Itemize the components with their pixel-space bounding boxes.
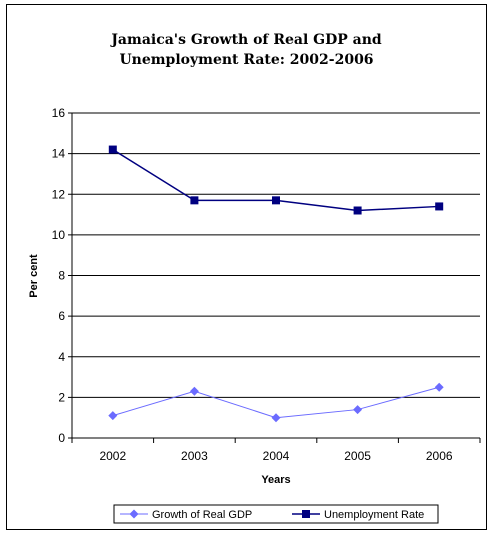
y-tick-label-14: 14	[52, 147, 66, 161]
legend-marker-1	[302, 510, 310, 518]
chart-title: Jamaica's Growth of Real GDP and Unemplo…	[0, 30, 493, 70]
y-tick-label-0: 0	[58, 431, 65, 445]
chart-frame	[6, 4, 487, 530]
y-tick-label-10: 10	[52, 228, 66, 242]
x-axis-label: Years	[261, 474, 290, 486]
y-tick-label-4: 4	[58, 350, 65, 364]
y-tick-label-6: 6	[58, 309, 65, 323]
data-point-0-2003	[189, 386, 199, 396]
data-point-1-2004	[272, 196, 280, 205]
data-point-0-2004	[271, 413, 281, 423]
y-tick-label-8: 8	[58, 269, 65, 283]
legend-label-1: Unemployment Rate	[324, 509, 424, 521]
y-tick-label-16: 16	[52, 106, 66, 120]
data-point-1-2005	[353, 206, 362, 215]
data-point-1-2003	[190, 196, 199, 205]
x-tick-label-2004: 2004	[263, 449, 290, 463]
legend-box	[113, 504, 439, 524]
x-tick-label-2003: 2003	[181, 449, 208, 463]
x-tick-label-2005: 2005	[344, 449, 371, 463]
y-axis-label: Per cent	[28, 254, 40, 298]
x-tick-label-2006: 2006	[426, 449, 453, 463]
chart-title-line-1: Jamaica's Growth of Real GDP and	[111, 32, 382, 48]
legend: Growth of Real GDP Unemployment Rate	[113, 504, 439, 524]
data-point-0-2005	[353, 405, 363, 415]
data-point-0-2002	[108, 411, 118, 421]
data-point-1-2002	[108, 145, 117, 154]
x-tick-label-2002: 2002	[99, 449, 126, 463]
legend-label-0: Growth of Real GDP	[152, 509, 252, 521]
chart-title-line-2: Unemployment Rate: 2002-2006	[119, 52, 374, 68]
y-tick-label-2: 2	[58, 390, 65, 404]
series-line-0	[112, 386, 440, 419]
y-tick-label-12: 12	[52, 187, 66, 201]
data-point-1-2006	[435, 202, 444, 211]
data-point-0-2006	[434, 382, 444, 392]
legend-marker-0	[129, 509, 139, 519]
